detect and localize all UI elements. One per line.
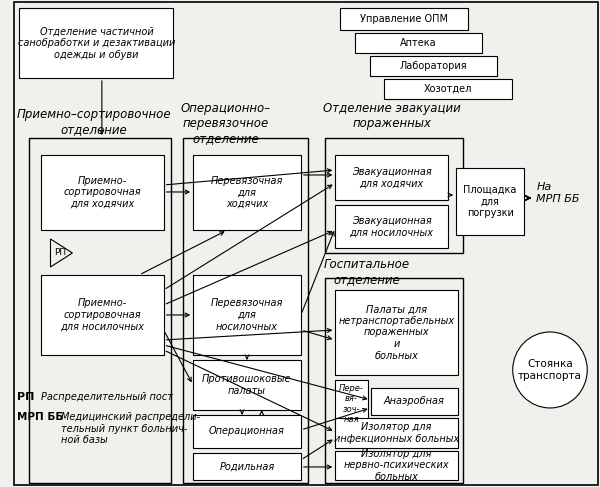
- Text: МРП ББ: МРП ББ: [17, 412, 63, 422]
- Text: Перевязочная
для
ходячих: Перевязочная для ходячих: [211, 176, 283, 209]
- Text: Отделение частичной
санобработки и дезактивации
одежды и обуви: Отделение частичной санобработки и дезак…: [18, 26, 175, 59]
- Bar: [335, 205, 448, 248]
- Bar: [335, 155, 448, 200]
- Bar: [384, 79, 512, 99]
- Text: Лаборатория: Лаборатория: [400, 61, 467, 71]
- Bar: [193, 453, 301, 480]
- Bar: [335, 451, 458, 480]
- Text: Операционно–
перевязочное
отделение: Операционно– перевязочное отделение: [181, 102, 271, 145]
- Text: Пере-
вя-
зоч-
ная: Пере- вя- зоч- ная: [339, 384, 364, 424]
- Bar: [325, 278, 463, 483]
- Text: Хозотдел: Хозотдел: [424, 84, 472, 94]
- Bar: [335, 380, 368, 428]
- Bar: [183, 138, 308, 483]
- Bar: [41, 155, 164, 230]
- Text: Эвакуационная
для ходячих: Эвакуационная для ходячих: [352, 167, 431, 188]
- Bar: [19, 8, 173, 78]
- Text: Приемно-
сортировочная
для носилочных: Приемно- сортировочная для носилочных: [61, 299, 145, 332]
- Text: Аптека: Аптека: [400, 38, 437, 48]
- Bar: [355, 33, 482, 53]
- Bar: [325, 138, 463, 253]
- Text: Приемно–сортировочное
отделение: Приемно–сортировочное отделение: [17, 108, 171, 136]
- Text: На
МРП ББ: На МРП ББ: [536, 182, 580, 204]
- Text: Площадка
для
погрузки: Площадка для погрузки: [463, 185, 517, 218]
- Text: Родильная: Родильная: [220, 462, 275, 471]
- Text: РП: РП: [17, 392, 34, 402]
- Text: Приемно-
сортировочная
для ходячих: Приемно- сортировочная для ходячих: [64, 176, 141, 209]
- Circle shape: [513, 332, 587, 408]
- Text: РП: РП: [55, 248, 67, 258]
- Text: Распределительный пост: Распределительный пост: [41, 392, 173, 402]
- Text: Госпитальное
отделение: Госпитальное отделение: [323, 258, 410, 286]
- Text: Анаэробная: Анаэробная: [384, 396, 445, 407]
- Text: Изолятор для
инфекционных больных: Изолятор для инфекционных больных: [334, 422, 459, 444]
- Text: Палаты для
нетранспортабельных
пораженных
и
больных: Палаты для нетранспортабельных пораженны…: [338, 304, 455, 361]
- Text: Стоянка
транспорта: Стоянка транспорта: [518, 359, 582, 381]
- Bar: [193, 360, 301, 410]
- Bar: [340, 8, 467, 30]
- Bar: [29, 138, 170, 483]
- Text: Отделение эвакуации
пораженных: Отделение эвакуации пораженных: [323, 102, 461, 130]
- Bar: [456, 168, 524, 235]
- Text: Медицинский распредели-
тельный пункт больнич-
ной базы: Медицинский распредели- тельный пункт бо…: [61, 412, 200, 445]
- Bar: [41, 275, 164, 355]
- Text: Противошоковые
палаты: Противошоковые палаты: [202, 374, 292, 396]
- Text: Перевязочная
для
носилочных: Перевязочная для носилочных: [211, 299, 283, 332]
- Bar: [335, 290, 458, 375]
- Text: Эвакуационная
для носилочных: Эвакуационная для носилочных: [350, 216, 434, 237]
- Bar: [370, 56, 497, 76]
- Text: Управление ОПМ: Управление ОПМ: [360, 14, 448, 24]
- Bar: [371, 388, 458, 415]
- Bar: [193, 275, 301, 355]
- Text: Операционная: Операционная: [209, 427, 285, 436]
- Bar: [335, 418, 458, 448]
- Text: Изолятор для
нервно-психических
больных: Изолятор для нервно-психических больных: [344, 449, 449, 482]
- Bar: [193, 415, 301, 448]
- Bar: [193, 155, 301, 230]
